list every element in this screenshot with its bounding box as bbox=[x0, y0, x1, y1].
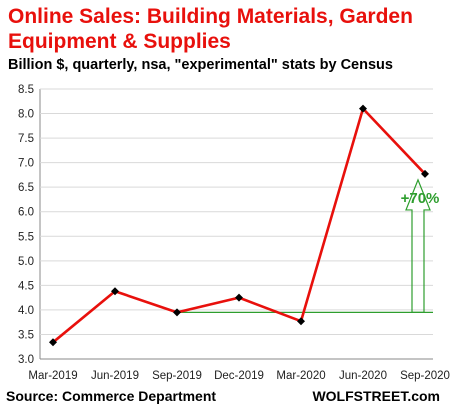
data-point bbox=[235, 293, 243, 302]
y-tick-label: 7.0 bbox=[18, 158, 34, 170]
x-tick-label: Mar-2019 bbox=[28, 370, 77, 382]
x-tick-label: Dec-2019 bbox=[214, 370, 264, 382]
x-tick-label: Sep-2019 bbox=[152, 370, 202, 382]
data-point bbox=[111, 287, 119, 296]
data-point bbox=[49, 338, 57, 347]
y-tick-label: 5.5 bbox=[18, 231, 34, 243]
annotation-label: +70% bbox=[401, 190, 440, 207]
y-tick-label: 3.0 bbox=[18, 354, 34, 366]
y-tick-label: 3.5 bbox=[18, 329, 34, 341]
data-point bbox=[173, 308, 181, 317]
source-note: Source: Commerce Department bbox=[6, 388, 217, 404]
data-point bbox=[297, 317, 305, 326]
x-tick-label: Sep-2020 bbox=[400, 370, 450, 382]
y-tick-label: 6.5 bbox=[18, 182, 34, 194]
data-point bbox=[421, 169, 429, 178]
y-tick-label: 4.5 bbox=[18, 280, 34, 292]
chart-subtitle: Billion $, quarterly, nsa, "experimental… bbox=[8, 57, 393, 73]
x-tick-label: Jun-2020 bbox=[339, 370, 387, 382]
increase-arrow bbox=[405, 178, 431, 313]
y-tick-label: 4.0 bbox=[18, 305, 34, 317]
series-line bbox=[52, 107, 426, 344]
chart-title: Online Sales: Building Materials, Garden… bbox=[8, 5, 413, 53]
data-point bbox=[359, 104, 367, 113]
brand-label: WOLFSTREET.com bbox=[312, 388, 440, 404]
y-tick-label: 8.5 bbox=[18, 84, 34, 96]
y-tick-label: 7.5 bbox=[18, 133, 34, 145]
y-tick-label: 5.0 bbox=[18, 256, 34, 268]
y-tick-label: 8.0 bbox=[18, 109, 34, 121]
x-tick-label: Mar-2020 bbox=[276, 370, 325, 382]
x-tick-label: Jun-2019 bbox=[91, 370, 139, 382]
y-tick-label: 6.0 bbox=[18, 207, 34, 219]
